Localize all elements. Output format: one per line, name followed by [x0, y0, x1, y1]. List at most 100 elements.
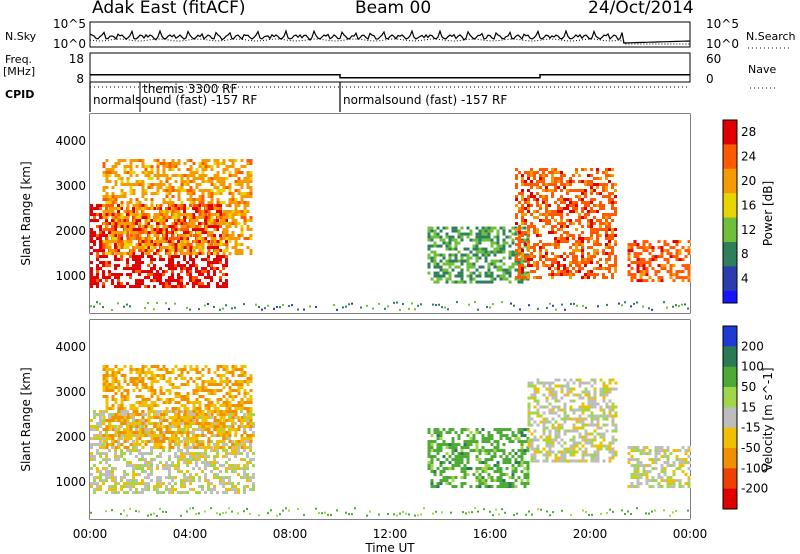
power-cell — [96, 270, 99, 274]
velocity-cell — [234, 446, 237, 450]
power-cell — [195, 207, 198, 211]
power-cell — [234, 237, 238, 241]
velocity-cell — [466, 446, 470, 450]
velocity-cell — [228, 371, 232, 375]
power-cell — [530, 186, 533, 190]
power-cell — [499, 226, 503, 230]
velocity-cell — [228, 416, 231, 420]
power-cell — [590, 189, 593, 193]
velocity-cell — [105, 386, 109, 390]
power-cell — [168, 249, 172, 253]
velocity-cell — [481, 476, 485, 480]
freq-label: Freq. — [5, 53, 33, 66]
power-cell — [129, 201, 133, 205]
velocity-cell — [243, 416, 246, 420]
velocity-cell — [234, 416, 237, 420]
power-cell — [521, 204, 524, 208]
power-cell — [608, 252, 611, 256]
power-cell — [210, 165, 214, 169]
velocity-cell — [117, 380, 121, 384]
power-cell — [645, 249, 649, 253]
velocity-cell — [108, 458, 111, 462]
power-cell — [99, 225, 102, 229]
power-cell — [596, 204, 599, 208]
power-cell — [548, 243, 551, 247]
power-cell — [433, 280, 437, 284]
velocity-cell — [478, 482, 482, 486]
velocity-cell — [198, 428, 201, 432]
power-cell — [201, 177, 205, 181]
power-cell — [454, 229, 458, 233]
power-cell — [90, 219, 93, 223]
velocity-cell — [132, 377, 136, 381]
velocity-cell — [201, 383, 205, 387]
power-cell — [441, 306, 443, 309]
power-cell — [111, 282, 114, 286]
noise-right-tick: 10^0 — [706, 37, 739, 51]
power-cell — [297, 308, 299, 311]
power-cell — [249, 180, 253, 184]
power-cell — [96, 267, 99, 271]
velocity-cell — [463, 482, 467, 486]
power-cell — [165, 186, 169, 190]
power-cell — [105, 237, 109, 241]
velocity-cell — [186, 476, 189, 480]
power-cell — [590, 237, 593, 241]
velocity-cell — [183, 440, 187, 444]
velocity-cell — [219, 440, 223, 444]
velocity-cell — [126, 410, 129, 414]
velocity-cell — [144, 383, 148, 387]
velocity-cell — [99, 488, 102, 492]
velocity-cell — [228, 386, 232, 390]
power-cell — [608, 228, 611, 232]
velocity-cell — [243, 365, 247, 369]
velocity-cell — [249, 398, 253, 402]
power-cell — [165, 285, 168, 289]
power-cell — [111, 198, 115, 202]
power-cell — [129, 183, 133, 187]
velocity-cell — [120, 404, 124, 408]
power-cell — [575, 168, 578, 172]
power-cell — [102, 189, 106, 193]
velocity-cell — [150, 479, 153, 483]
power-cell — [554, 219, 557, 223]
power-cell — [566, 231, 569, 235]
velocity-cell — [168, 371, 172, 375]
velocity-cell — [460, 470, 464, 474]
power-cell — [454, 247, 458, 251]
power-cell — [141, 270, 144, 274]
power-cell — [132, 207, 135, 211]
power-cell — [90, 228, 93, 232]
power-cell — [527, 261, 530, 265]
power-cell — [508, 235, 512, 239]
velocity-cell — [508, 482, 512, 486]
velocity-cell — [249, 413, 252, 417]
power-cell — [216, 267, 219, 271]
power-cell — [183, 207, 186, 211]
velocity-cell — [129, 368, 133, 372]
velocity-colorbar-label: Velocity [m s^-1] — [761, 367, 775, 471]
power-cell — [189, 195, 193, 199]
velocity-cell — [231, 428, 235, 432]
power-cell — [105, 219, 108, 223]
velocity-cell — [445, 482, 449, 486]
velocity-cell — [442, 428, 446, 432]
velocity-cell — [171, 386, 175, 390]
power-cell — [237, 204, 241, 208]
power-cell — [499, 274, 503, 278]
power-cell — [96, 234, 99, 238]
power-cell — [611, 213, 614, 217]
power-cell — [114, 249, 118, 253]
power-cell — [448, 265, 452, 269]
power-cell — [493, 277, 497, 281]
velocity-cell — [171, 479, 174, 483]
velocity-cell — [183, 377, 187, 381]
velocity-cell — [180, 491, 183, 495]
power-cell — [442, 226, 446, 230]
power-cell — [627, 249, 631, 253]
power-cell — [129, 174, 133, 178]
velocity-cell — [216, 383, 220, 387]
power-cell — [469, 232, 473, 236]
power-cell — [557, 186, 560, 190]
velocity-cell — [186, 383, 190, 387]
